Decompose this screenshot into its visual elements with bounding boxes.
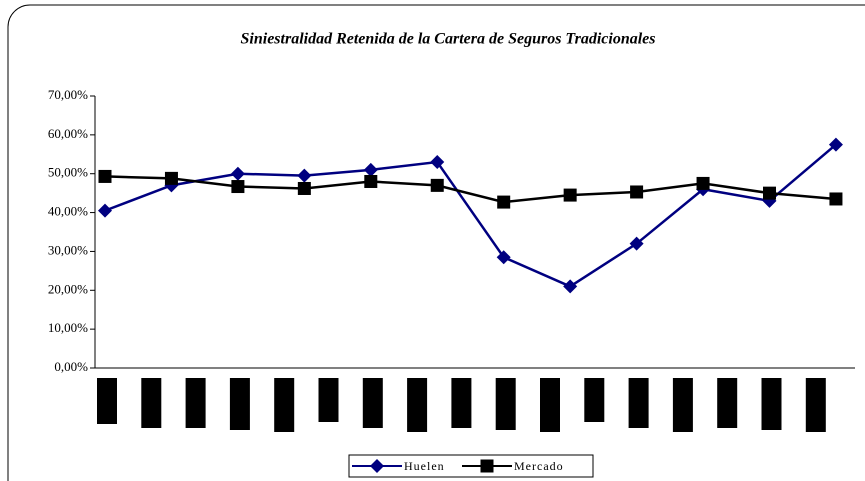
y-tick-label: 0,00% xyxy=(54,359,88,374)
redacted-label xyxy=(628,378,649,428)
y-tick-label: 10,00% xyxy=(48,320,88,335)
legend-label: Mercado xyxy=(514,459,564,473)
redacted-label xyxy=(407,378,428,432)
y-tick-label: 70,00% xyxy=(48,87,88,102)
redacted-label xyxy=(495,378,516,430)
marker xyxy=(164,171,178,185)
y-tick-label: 30,00% xyxy=(48,242,88,257)
marker xyxy=(497,195,511,209)
y-tick-label: 50,00% xyxy=(48,165,88,180)
redacted-label xyxy=(540,378,560,432)
marker xyxy=(563,188,577,202)
redacted-label xyxy=(761,378,782,430)
marker xyxy=(629,236,644,251)
y-tick-label: 40,00% xyxy=(48,204,88,219)
marker xyxy=(430,178,444,192)
marker xyxy=(231,180,245,194)
redacted-label xyxy=(274,378,295,432)
y-tick-label: 20,00% xyxy=(48,281,88,296)
redacted-label xyxy=(318,378,339,422)
marker xyxy=(98,169,112,183)
marker xyxy=(430,155,445,170)
redacted-label xyxy=(805,378,826,432)
marker xyxy=(496,250,511,265)
marker xyxy=(364,174,378,188)
marker xyxy=(98,203,112,218)
series-line xyxy=(104,143,837,288)
legend-marker xyxy=(480,459,494,473)
marker xyxy=(696,176,710,190)
redacted-label xyxy=(584,378,605,422)
marker xyxy=(630,185,644,199)
redacted-label xyxy=(451,378,472,428)
redacted-label xyxy=(717,378,738,428)
redacted-label xyxy=(185,378,206,428)
marker xyxy=(297,168,312,183)
redacted-label xyxy=(141,378,162,428)
redacted-label xyxy=(97,378,117,424)
redacted-label xyxy=(672,378,693,432)
series-line xyxy=(104,175,837,204)
marker xyxy=(828,137,843,152)
marker xyxy=(363,162,378,177)
redacted-label xyxy=(362,378,383,428)
legend-label: Huelen xyxy=(404,459,445,473)
marker xyxy=(230,166,245,181)
y-tick-label: 60,00% xyxy=(48,126,88,141)
marker xyxy=(763,186,776,200)
legend-marker xyxy=(370,459,384,473)
marker xyxy=(829,192,843,206)
chart-border xyxy=(7,4,865,481)
redacted-label xyxy=(229,378,250,430)
marker xyxy=(563,279,578,294)
marker xyxy=(297,181,311,195)
chart-title: Siniestralidad Retenida de la Cartera de… xyxy=(241,31,656,48)
